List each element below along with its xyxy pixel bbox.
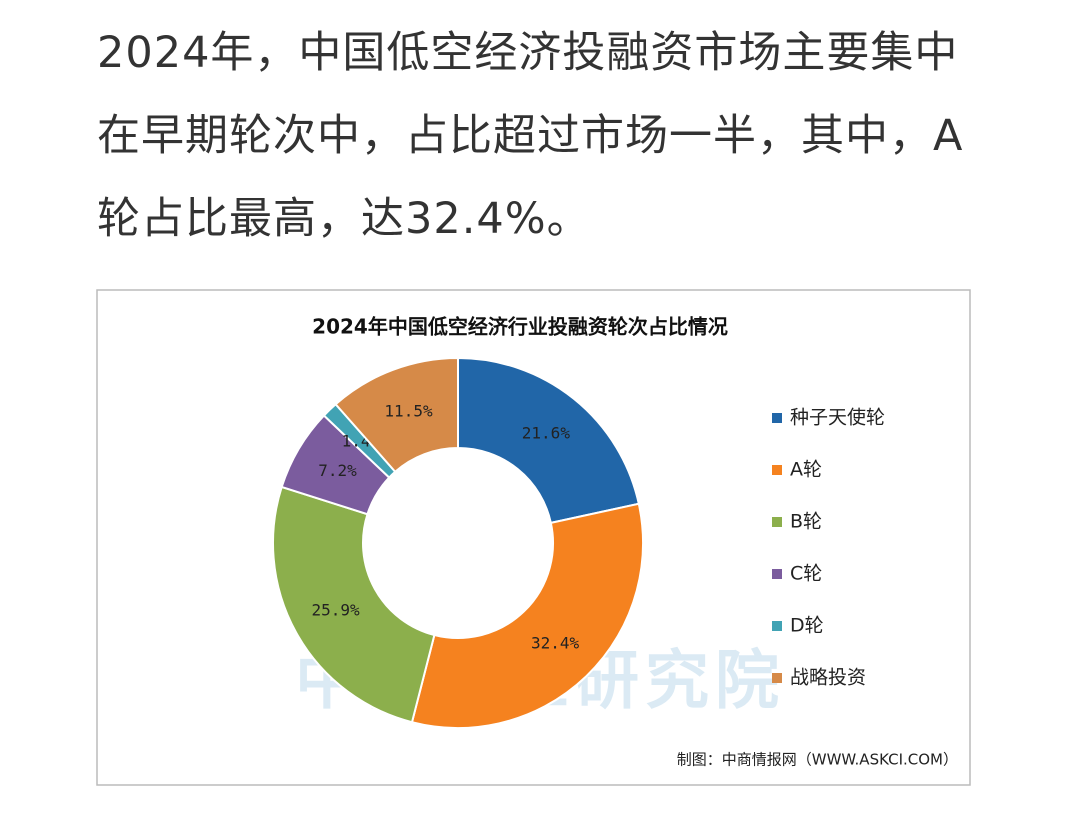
chart-title: 2024年中国低空经济行业投融资轮次占比情况 [312, 315, 728, 339]
legend-swatch [772, 621, 782, 631]
data-label: 7.2% [318, 461, 357, 480]
data-label: 11.5% [384, 402, 433, 421]
legend-label: A轮 [790, 459, 822, 481]
legend-label: 战略投资 [790, 667, 866, 689]
donut-slice [457, 356, 640, 525]
data-label: 21.6% [522, 424, 571, 443]
legend-label: C轮 [790, 563, 822, 585]
paragraph: 2024年，中国低空经济投融资市场主要集中在早期轮次中，占比超过市场一半，其中，… [97, 28, 964, 244]
legend-swatch [772, 465, 782, 475]
legend-swatch [772, 517, 782, 527]
data-label: 25.9% [311, 600, 360, 619]
source-note: 制图：中商情报网（WWW.ASKCI.COM） [677, 751, 958, 769]
donut-slice [334, 356, 459, 474]
legend-swatch [772, 673, 782, 683]
donut-slice [272, 485, 436, 724]
legend-swatch [772, 569, 782, 579]
donut-slice [410, 502, 644, 729]
legend-label: D轮 [790, 615, 824, 637]
legend-label: B轮 [790, 511, 822, 533]
data-label: 32.4% [531, 633, 580, 652]
legend-label: 种子天使轮 [790, 407, 885, 429]
legend-swatch [772, 413, 782, 423]
